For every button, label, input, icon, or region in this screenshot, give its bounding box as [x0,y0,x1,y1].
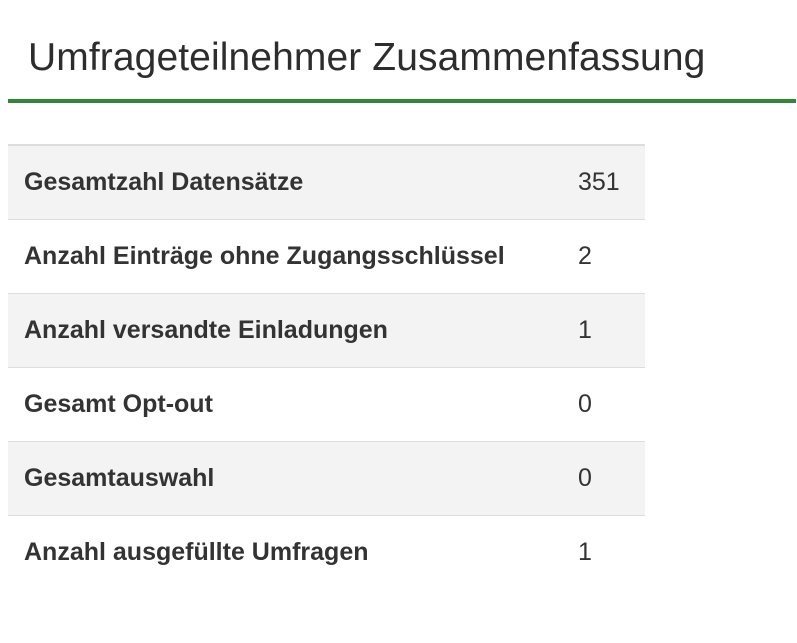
row-value: 0 [578,389,592,418]
table-row: Anzahl ausgefüllte Umfragen 1 [8,515,645,589]
row-label: Anzahl Einträge ohne Zugangsschlüssel [24,241,505,270]
row-label: Anzahl ausgefüllte Umfragen [24,537,369,566]
page-title: Umfrageteilnehmer Zusammenfassung [28,36,706,79]
table-row: Anzahl versandte Einladungen 1 [8,293,645,367]
row-value: 1 [578,537,592,566]
table-row: Anzahl Einträge ohne Zugangsschlüssel 2 [8,219,645,293]
table-row: Gesamt Opt-out 0 [8,367,645,441]
title-underline [8,99,796,103]
row-value: 0 [578,463,592,492]
row-value: 2 [578,241,592,270]
table-row: Gesamtzahl Datensätze 351 [8,145,645,219]
row-value: 1 [578,315,592,344]
table-row: Gesamtauswahl 0 [8,441,645,515]
summary-table: Gesamtzahl Datensätze 351 Anzahl Einträg… [8,144,645,589]
row-label: Anzahl versandte Einladungen [24,315,388,344]
row-value: 351 [578,167,620,196]
row-label: Gesamtzahl Datensätze [24,167,304,196]
row-label: Gesamtauswahl [24,463,215,492]
row-label: Gesamt Opt-out [24,389,213,418]
